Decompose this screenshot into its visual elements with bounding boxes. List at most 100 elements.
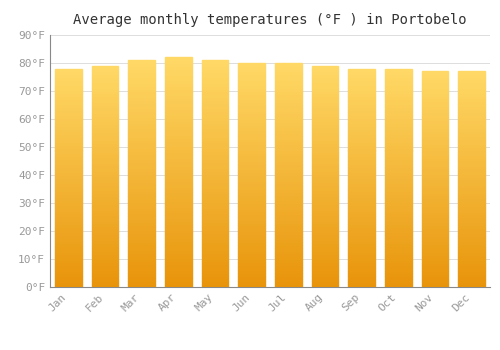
Bar [422,122,448,125]
Bar [202,233,228,236]
Bar [312,127,338,130]
Bar [275,231,301,234]
Bar [458,228,485,230]
Bar [422,244,448,246]
Bar [385,150,411,153]
Bar [165,132,192,135]
Bar [312,113,338,116]
Bar [128,148,155,151]
Bar [238,183,265,186]
Bar [202,165,228,168]
Bar [458,98,485,101]
Bar [312,80,338,82]
Bar [238,74,265,77]
Bar [422,246,448,249]
Bar [128,137,155,140]
Bar [312,69,338,71]
Bar [165,273,192,275]
Bar [348,284,375,287]
Bar [385,85,411,88]
Bar [385,235,411,238]
Bar [422,77,448,79]
Bar [458,244,485,246]
Bar [238,169,265,172]
Bar [55,120,82,123]
Bar [238,259,265,262]
Bar [165,210,192,212]
Bar [55,262,82,265]
Bar [422,106,448,109]
Bar [422,101,448,104]
Bar [385,175,411,178]
Bar [202,74,228,77]
Bar [202,159,228,162]
Bar [348,279,375,281]
Bar [422,174,448,176]
Bar [128,114,155,117]
Bar [202,253,228,256]
Bar [238,167,265,169]
Bar [422,279,448,282]
Bar [312,146,338,149]
Bar [422,131,448,133]
Bar [165,270,192,273]
Bar [92,265,118,268]
Bar [348,107,375,110]
Bar [385,118,411,120]
Bar [55,142,82,145]
Bar [128,270,155,273]
Bar [275,237,301,239]
Bar [458,128,485,131]
Bar [165,112,192,115]
Bar [385,224,411,227]
Bar [165,129,192,132]
Bar [92,218,118,220]
Bar [385,137,411,140]
Bar [165,124,192,126]
Bar [422,276,448,279]
Bar [312,190,338,193]
Bar [348,115,375,118]
Bar [312,265,338,268]
Bar [92,248,118,251]
Bar [202,284,228,287]
Bar [165,184,192,187]
Bar [312,257,338,259]
Bar [202,120,228,122]
Bar [458,174,485,176]
Bar [202,213,228,216]
Bar [238,192,265,195]
Bar [92,130,118,132]
Bar [55,93,82,96]
Bar [458,122,485,125]
Bar [275,155,301,158]
Bar [348,69,375,71]
Bar [312,212,338,215]
Bar [385,178,411,181]
Bar [92,196,118,198]
Bar [202,270,228,273]
Bar [238,256,265,259]
Bar [275,66,301,69]
Bar [202,137,228,140]
Bar [128,91,155,94]
Bar [422,163,448,166]
Bar [458,112,485,114]
Bar [422,206,448,209]
Bar [312,193,338,196]
Bar [128,273,155,276]
Bar [348,129,375,131]
Bar [202,106,228,108]
Bar [202,154,228,156]
Bar [165,69,192,72]
Bar [238,155,265,158]
Bar [312,82,338,85]
Bar [92,257,118,259]
Bar [128,89,155,91]
Bar [238,105,265,108]
Bar [348,199,375,202]
Bar [422,104,448,106]
Bar [238,242,265,245]
Bar [202,267,228,270]
Bar [385,238,411,240]
